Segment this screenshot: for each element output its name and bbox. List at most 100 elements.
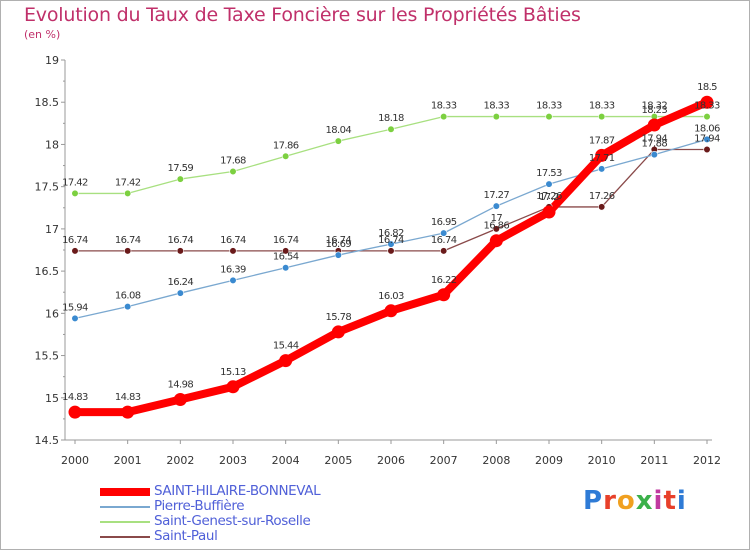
- data-point: [650, 150, 658, 159]
- data-point: [440, 247, 448, 255]
- legend-swatch: [100, 506, 150, 508]
- data-label: 16.69: [326, 239, 352, 250]
- data-label: 18.18: [378, 113, 404, 124]
- data-label: 17.53: [536, 168, 562, 179]
- data-label: 18.33: [589, 101, 615, 112]
- data-label: 16.74: [378, 235, 404, 246]
- data-point: [71, 247, 79, 255]
- y-tick-label: 17.5: [35, 181, 60, 194]
- data-point: [121, 405, 135, 419]
- data-point: [595, 148, 609, 162]
- chart-unit-label: (en %): [24, 28, 61, 41]
- data-label: 17.94: [694, 134, 720, 145]
- data-point: [489, 234, 503, 248]
- data-point: [176, 175, 184, 183]
- data-label: 16.74: [168, 235, 194, 246]
- legend-swatch: [100, 488, 150, 496]
- data-label: 16.74: [220, 235, 246, 246]
- data-point: [492, 112, 500, 121]
- data-label: 18.33: [694, 101, 720, 112]
- data-point: [282, 247, 290, 255]
- data-label: 17.94: [642, 134, 668, 145]
- y-tick-label: 18: [45, 138, 59, 151]
- data-label: 17.87: [589, 135, 615, 146]
- logo-letter: r: [603, 486, 617, 516]
- data-label: 18.33: [536, 101, 562, 112]
- data-point: [124, 302, 132, 311]
- logo-letter: o: [616, 486, 636, 516]
- data-point: [598, 165, 606, 173]
- logo-letter: i: [653, 486, 664, 516]
- data-label: 14.98: [168, 379, 194, 390]
- data-label: 17.86: [273, 140, 299, 151]
- data-label: 17.68: [220, 155, 246, 166]
- data-point: [282, 152, 290, 160]
- logo-letter: x: [635, 486, 654, 516]
- data-point: [229, 167, 237, 176]
- legend-label: Pierre-Buffière: [154, 498, 245, 514]
- data-label: 15.78: [326, 312, 352, 323]
- data-point: [282, 264, 290, 272]
- data-label: 16.22: [431, 275, 457, 286]
- data-label: 17.27: [484, 190, 510, 201]
- data-label: 17.2: [539, 192, 559, 203]
- data-point: [279, 354, 293, 368]
- data-point: [703, 135, 711, 143]
- data-point: [71, 189, 79, 198]
- data-point: [229, 276, 237, 285]
- data-point: [124, 189, 132, 198]
- data-point: [68, 405, 82, 419]
- data-label: 17.88: [642, 139, 668, 150]
- data-label: 15.13: [220, 367, 246, 378]
- y-tick-label: 18.5: [35, 96, 60, 109]
- data-label: 16.86: [484, 221, 510, 232]
- data-label: 16.74: [431, 235, 457, 246]
- data-label: 16.82: [378, 228, 404, 239]
- data-point: [647, 118, 661, 132]
- data-point: [176, 247, 184, 255]
- logo-letter: i: [676, 486, 687, 516]
- data-label: 17: [491, 213, 503, 224]
- data-label: 16.95: [431, 217, 457, 228]
- data-point: [334, 251, 342, 259]
- logo-letter: t: [663, 486, 677, 516]
- x-tick-label: 2003: [219, 454, 247, 467]
- data-point: [226, 380, 240, 394]
- y-tick-label: 15: [45, 392, 59, 405]
- y-tick-label: 16.5: [35, 265, 60, 278]
- data-label: 16.74: [115, 235, 141, 246]
- legend-label: Saint-Genest-sur-Roselle: [154, 513, 311, 529]
- data-label: 15.44: [273, 341, 299, 352]
- x-tick-label: 2006: [377, 454, 405, 467]
- data-point: [387, 240, 395, 248]
- data-point: [437, 288, 451, 302]
- x-tick-label: 2004: [272, 454, 300, 467]
- data-point: [703, 112, 711, 121]
- data-point: [542, 205, 556, 219]
- data-point: [440, 112, 448, 121]
- x-tick-label: 2008: [482, 454, 510, 467]
- x-tick-label: 2000: [61, 454, 89, 467]
- data-point: [700, 95, 714, 109]
- x-tick-label: 2009: [535, 454, 563, 467]
- data-point: [545, 112, 553, 121]
- data-label: 18.23: [642, 105, 668, 116]
- x-tick-label: 2001: [114, 454, 142, 467]
- data-point: [545, 180, 553, 188]
- data-label: 14.83: [62, 392, 88, 403]
- data-point: [492, 225, 500, 233]
- x-tick-label: 2005: [324, 454, 352, 467]
- legend-label: SAINT-HILAIRE-BONNEVAL: [154, 483, 321, 499]
- data-point: [598, 112, 606, 121]
- logo-letter: P: [583, 486, 604, 516]
- data-point: [703, 145, 711, 154]
- x-tick-label: 2007: [430, 454, 458, 467]
- data-label: 16.03: [378, 291, 404, 302]
- x-tick-label: 2012: [693, 454, 721, 467]
- data-label: 17.26: [536, 191, 562, 202]
- data-label: 16.54: [273, 252, 299, 263]
- data-point: [173, 392, 187, 406]
- y-tick-label: 19: [45, 54, 59, 67]
- x-tick-label: 2002: [166, 454, 194, 467]
